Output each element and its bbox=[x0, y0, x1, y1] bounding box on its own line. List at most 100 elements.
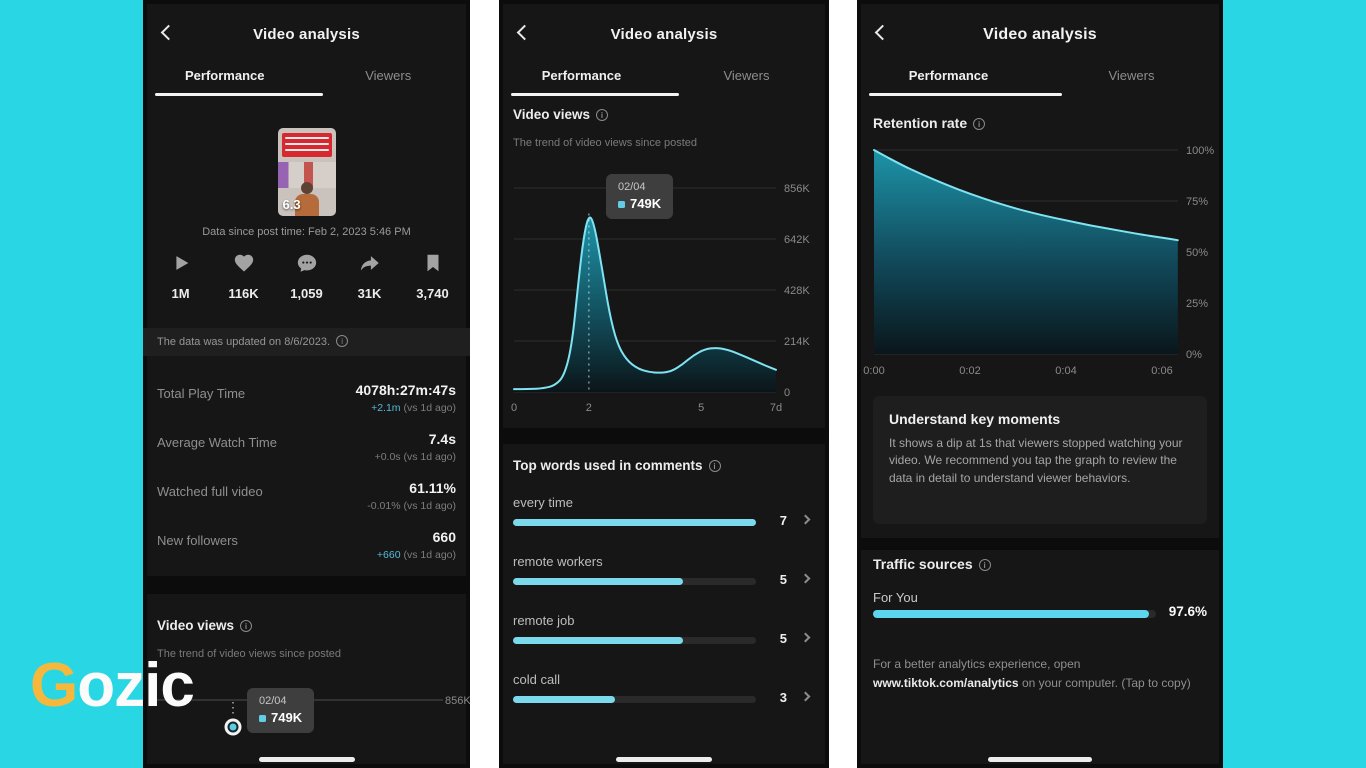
engagement-stats-row: 1M 116K 1,059 31K 3,740 bbox=[149, 252, 464, 301]
top-word-row[interactable]: cold call 3 bbox=[499, 672, 829, 724]
retention-rate-chart[interactable]: 100% 75% 50% 25% 0% 0:00 0:02 0:04 0:06 bbox=[857, 136, 1223, 388]
metric-value: 660 bbox=[432, 529, 456, 545]
metric-label: Watched full video bbox=[157, 484, 263, 499]
word-bar-fill bbox=[513, 696, 616, 703]
comment-icon bbox=[297, 254, 316, 272]
analytics-link[interactable]: www.tiktok.com/analytics bbox=[873, 675, 1019, 690]
tooltip-date: 02/04 bbox=[259, 695, 287, 707]
word-count: 3 bbox=[779, 690, 787, 705]
video-views-chart[interactable]: 856K 642K 428K 214K 0 0 2 5 7d bbox=[499, 168, 829, 418]
info-icon[interactable] bbox=[978, 559, 991, 571]
chevron-right-icon[interactable] bbox=[800, 573, 811, 584]
series-dot bbox=[259, 715, 266, 722]
thumbnail-caption-banner bbox=[281, 133, 332, 157]
video-thumbnail[interactable]: 6.3 bbox=[277, 128, 336, 216]
word-bar-track bbox=[513, 578, 756, 585]
key-moments-card: Understand key moments It shows a dip at… bbox=[873, 396, 1207, 524]
tab-performance[interactable]: Performance bbox=[185, 68, 265, 83]
chevron-right-icon[interactable] bbox=[800, 691, 811, 702]
word-label: remote job bbox=[513, 613, 575, 628]
top-word-row[interactable]: remote job 5 bbox=[499, 613, 829, 665]
play-icon bbox=[175, 256, 188, 270]
chart-tooltip: 02/04 749K bbox=[247, 688, 315, 733]
tooltip-value: 749K bbox=[618, 196, 661, 211]
svg-text:214K: 214K bbox=[784, 336, 810, 348]
metric-row-watched-full-video: Watched full video 61.11% -0.01% (vs 1d … bbox=[157, 476, 456, 525]
analytics-footer-note: For a better analytics experience, open … bbox=[873, 657, 1191, 690]
word-bar-fill bbox=[513, 578, 684, 585]
section-divider bbox=[499, 428, 829, 444]
metric-delta: +0.0s (vs 1d ago) bbox=[374, 451, 456, 463]
section-divider bbox=[143, 576, 470, 594]
word-bar-fill bbox=[513, 637, 684, 644]
tooltip-value: 749K bbox=[259, 710, 302, 725]
traffic-sources-title: Traffic sources bbox=[873, 556, 991, 572]
info-icon[interactable] bbox=[973, 118, 986, 130]
heart-icon bbox=[234, 254, 253, 272]
video-views-subtitle: The trend of video views since posted bbox=[157, 648, 342, 660]
stat-value: 31K bbox=[357, 286, 382, 301]
metric-delta: -0.01% (vs 1d ago) bbox=[367, 500, 456, 512]
traffic-source-label: For You bbox=[873, 590, 918, 605]
page-title: Video analysis bbox=[610, 26, 718, 43]
chevron-right-icon[interactable] bbox=[800, 632, 811, 643]
traffic-percentage: 97.6% bbox=[1168, 604, 1207, 619]
key-moments-body: It shows a dip at 1s that viewers stoppe… bbox=[889, 436, 1183, 485]
top-word-row[interactable]: remote workers 5 bbox=[499, 554, 829, 606]
tab-performance[interactable]: Performance bbox=[908, 68, 989, 83]
word-count: 5 bbox=[779, 631, 787, 646]
word-bar-track bbox=[513, 696, 756, 703]
metric-value: 4078h:27m:47s bbox=[355, 382, 456, 398]
svg-text:75%: 75% bbox=[1186, 196, 1208, 208]
video-views-subtitle: The trend of video views since posted bbox=[513, 137, 698, 149]
video-views-title: Video views bbox=[513, 107, 609, 122]
chevron-right-icon[interactable] bbox=[800, 514, 811, 525]
svg-text:0:04: 0:04 bbox=[1055, 365, 1076, 377]
info-icon[interactable] bbox=[240, 620, 253, 632]
svg-text:7d: 7d bbox=[770, 402, 782, 414]
screenshot-panel-video-views: Video analysis Performance Viewers Video… bbox=[499, 0, 829, 768]
svg-text:0:00: 0:00 bbox=[863, 365, 884, 377]
word-bar-fill bbox=[513, 519, 756, 526]
chart-tooltip: 02/04 749K bbox=[606, 174, 674, 219]
retention-rate-title: Retention rate bbox=[873, 115, 986, 131]
traffic-bar-fill bbox=[873, 610, 1150, 618]
series-dot bbox=[618, 201, 625, 208]
svg-text:25%: 25% bbox=[1186, 298, 1208, 310]
top-word-row[interactable]: every time 7 bbox=[499, 495, 829, 547]
panel-gap bbox=[829, 0, 857, 768]
tab-viewers[interactable]: Viewers bbox=[1108, 68, 1155, 83]
info-icon[interactable] bbox=[596, 109, 609, 121]
stat-shares: 31K bbox=[342, 252, 398, 301]
page-title: Video analysis bbox=[253, 26, 360, 43]
svg-text:0: 0 bbox=[511, 402, 517, 414]
metric-row-new-followers: New followers 660 +660 (vs 1d ago) bbox=[157, 525, 456, 574]
tooltip-date: 02/04 bbox=[618, 181, 646, 193]
svg-text:5: 5 bbox=[698, 402, 704, 414]
stat-likes: 116K bbox=[216, 252, 272, 301]
home-indicator bbox=[258, 757, 355, 762]
word-label: remote workers bbox=[513, 554, 603, 569]
stat-value: 3,740 bbox=[416, 286, 449, 301]
svg-text:50%: 50% bbox=[1186, 247, 1208, 259]
metric-label: Average Watch Time bbox=[157, 435, 277, 450]
page-title: Video analysis bbox=[983, 26, 1097, 43]
metric-value: 61.11% bbox=[409, 480, 456, 496]
tab-viewers[interactable]: Viewers bbox=[365, 68, 412, 83]
tab-performance[interactable]: Performance bbox=[541, 68, 622, 83]
logo-letter-g: G bbox=[30, 651, 78, 720]
panel-gap bbox=[470, 0, 499, 768]
section-divider bbox=[857, 538, 1223, 550]
active-tab-underline bbox=[155, 93, 323, 96]
svg-text:0: 0 bbox=[784, 387, 790, 399]
gozic-logo: Gozic bbox=[30, 650, 195, 721]
tab-viewers[interactable]: Viewers bbox=[723, 68, 770, 83]
metric-delta: +660 (vs 1d ago) bbox=[376, 549, 456, 561]
svg-text:428K: 428K bbox=[784, 285, 810, 297]
traffic-bar-track bbox=[873, 610, 1156, 618]
metric-row-average-watch-time: Average Watch Time 7.4s +0.0s (vs 1d ago… bbox=[157, 427, 456, 476]
active-tab-underline bbox=[511, 93, 679, 96]
info-icon[interactable] bbox=[708, 460, 721, 472]
info-icon[interactable] bbox=[336, 335, 349, 347]
stat-comments: 1,059 bbox=[279, 252, 335, 301]
